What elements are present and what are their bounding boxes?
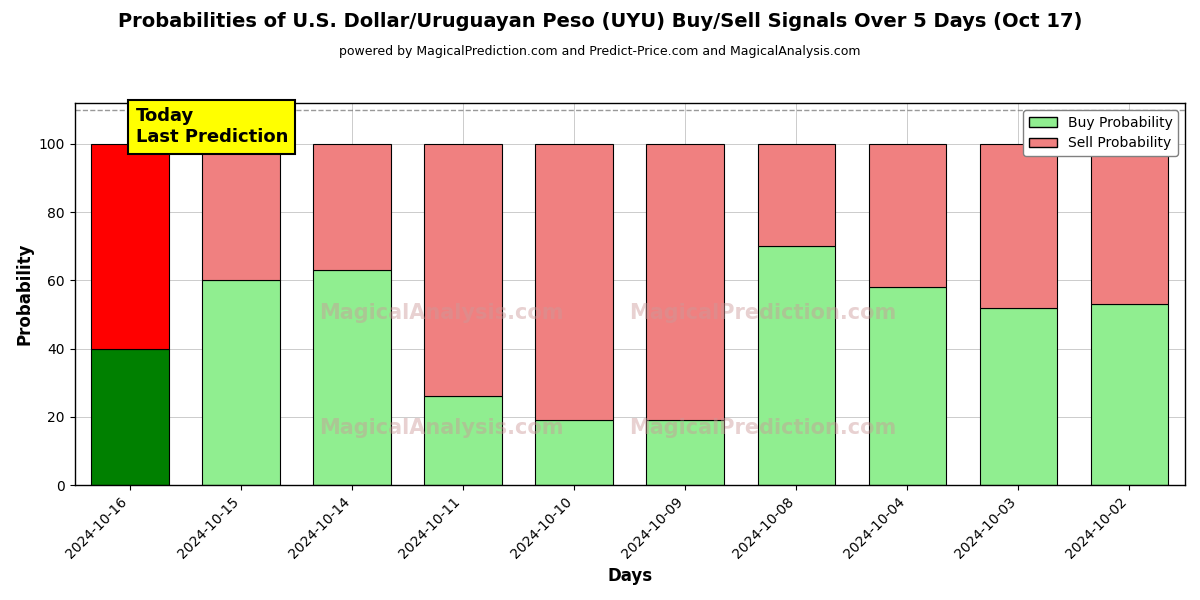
Bar <box>91 349 169 485</box>
Bar <box>535 144 613 421</box>
Bar <box>425 397 502 485</box>
Text: MagicalAnalysis.com: MagicalAnalysis.com <box>319 418 563 438</box>
Text: MagicalPrediction.com: MagicalPrediction.com <box>630 418 896 438</box>
Bar <box>1091 304 1169 485</box>
Bar <box>757 247 835 485</box>
Text: MagicalAnalysis.com: MagicalAnalysis.com <box>319 303 563 323</box>
Bar <box>869 144 947 287</box>
Text: MagicalPrediction.com: MagicalPrediction.com <box>630 303 896 323</box>
Bar <box>757 144 835 247</box>
Y-axis label: Probability: Probability <box>16 243 34 346</box>
Bar <box>313 144 391 270</box>
Bar <box>203 280 280 485</box>
Bar <box>425 144 502 397</box>
Bar <box>535 421 613 485</box>
Bar <box>647 421 725 485</box>
Bar <box>979 144 1057 308</box>
Bar <box>91 144 169 349</box>
Text: Probabilities of U.S. Dollar/Uruguayan Peso (UYU) Buy/Sell Signals Over 5 Days (: Probabilities of U.S. Dollar/Uruguayan P… <box>118 12 1082 31</box>
Text: Today
Last Prediction: Today Last Prediction <box>136 107 288 146</box>
Bar <box>869 287 947 485</box>
X-axis label: Days: Days <box>607 567 653 585</box>
Bar <box>647 144 725 421</box>
Legend: Buy Probability, Sell Probability: Buy Probability, Sell Probability <box>1024 110 1178 156</box>
Bar <box>979 308 1057 485</box>
Bar <box>203 144 280 280</box>
Bar <box>313 270 391 485</box>
Text: powered by MagicalPrediction.com and Predict-Price.com and MagicalAnalysis.com: powered by MagicalPrediction.com and Pre… <box>340 45 860 58</box>
Bar <box>1091 144 1169 304</box>
